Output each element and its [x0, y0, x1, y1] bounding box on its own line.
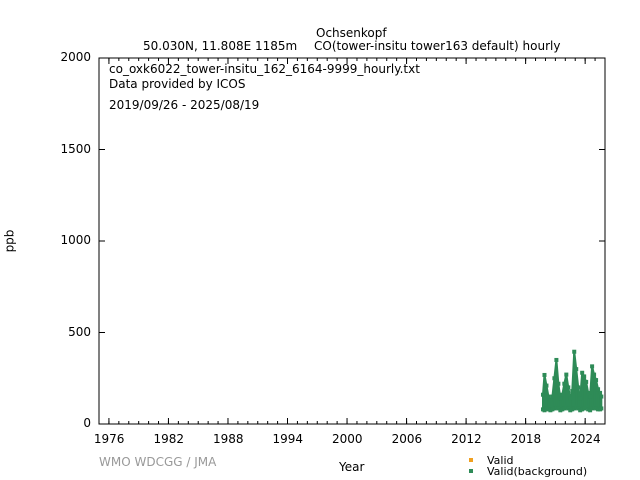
data-point-max [580, 370, 585, 375]
x-tick-label: 2000 [332, 432, 363, 446]
filename-label: co_oxk6022_tower-insitu_162_6164-9999_ho… [109, 62, 420, 76]
y-tick-label: 2000 [60, 50, 91, 64]
chart-subtitle-species: CO(tower-insitu tower163 default) hourly [314, 39, 561, 53]
data-point-max [570, 389, 575, 394]
data-point-max [574, 367, 579, 372]
data-point-max [544, 383, 549, 388]
data-point-max [568, 396, 573, 401]
data-point-max [588, 394, 593, 399]
data-point-max [590, 364, 595, 369]
y-tick-label: 500 [68, 324, 91, 339]
data-point-max [564, 372, 569, 377]
data-point-max [576, 385, 581, 390]
data-point-max [552, 376, 557, 381]
x-axis-label: Year [339, 460, 365, 474]
data-point-max [572, 349, 577, 354]
data-point-max [578, 396, 583, 401]
data-point-max [540, 392, 545, 397]
data-point-max [566, 385, 571, 390]
period-label: 2019/09/26 - 2025/08/19 [109, 98, 260, 112]
data-point-max [598, 390, 603, 395]
data-point-max [542, 372, 547, 377]
data-point-max [594, 378, 599, 383]
x-tick-label: 2024 [570, 432, 601, 446]
data-point-max [556, 381, 561, 386]
data-point-max [596, 387, 601, 392]
legend-background-marker [469, 469, 473, 473]
data-point-min [599, 406, 604, 411]
data-point-max [560, 392, 565, 397]
data-point-max [586, 390, 591, 395]
x-tick-label: 2012 [451, 432, 482, 446]
data-point-max [582, 374, 587, 379]
x-tick-label: 1976 [93, 432, 125, 446]
chart-subtitle-location: 50.030N, 11.808E 1185m [143, 39, 298, 53]
x-tick-label: 2018 [510, 432, 542, 446]
x-tick-label: 1982 [153, 432, 184, 446]
data-point-max [554, 357, 559, 362]
x-tick-label: 2006 [391, 432, 423, 446]
plot-frame [98, 57, 606, 425]
y-tick-label: 1000 [60, 233, 91, 247]
provider-label: Data provided by ICOS [109, 77, 246, 91]
x-tick-label: 1988 [212, 432, 244, 446]
data-point-max [599, 394, 604, 399]
data-point-max [548, 398, 553, 403]
data-point-max [592, 372, 597, 377]
data-point-max [546, 394, 551, 399]
legend-background-label: Valid(background) [487, 465, 588, 478]
legend-valid-marker [469, 458, 473, 462]
credit-label: WMO WDCGG / JMA [99, 455, 217, 469]
y-tick-label: 1500 [60, 141, 91, 156]
data-point-max [550, 394, 555, 399]
y-tick-label: 0 [83, 416, 91, 430]
data-point-max [562, 381, 567, 386]
data-point-max [584, 379, 589, 384]
x-tick-label: 1994 [272, 432, 304, 446]
data-point-max [558, 396, 563, 401]
legend-valid-label: Valid [487, 454, 514, 467]
chart-title: Ochsenkopf [316, 26, 387, 40]
